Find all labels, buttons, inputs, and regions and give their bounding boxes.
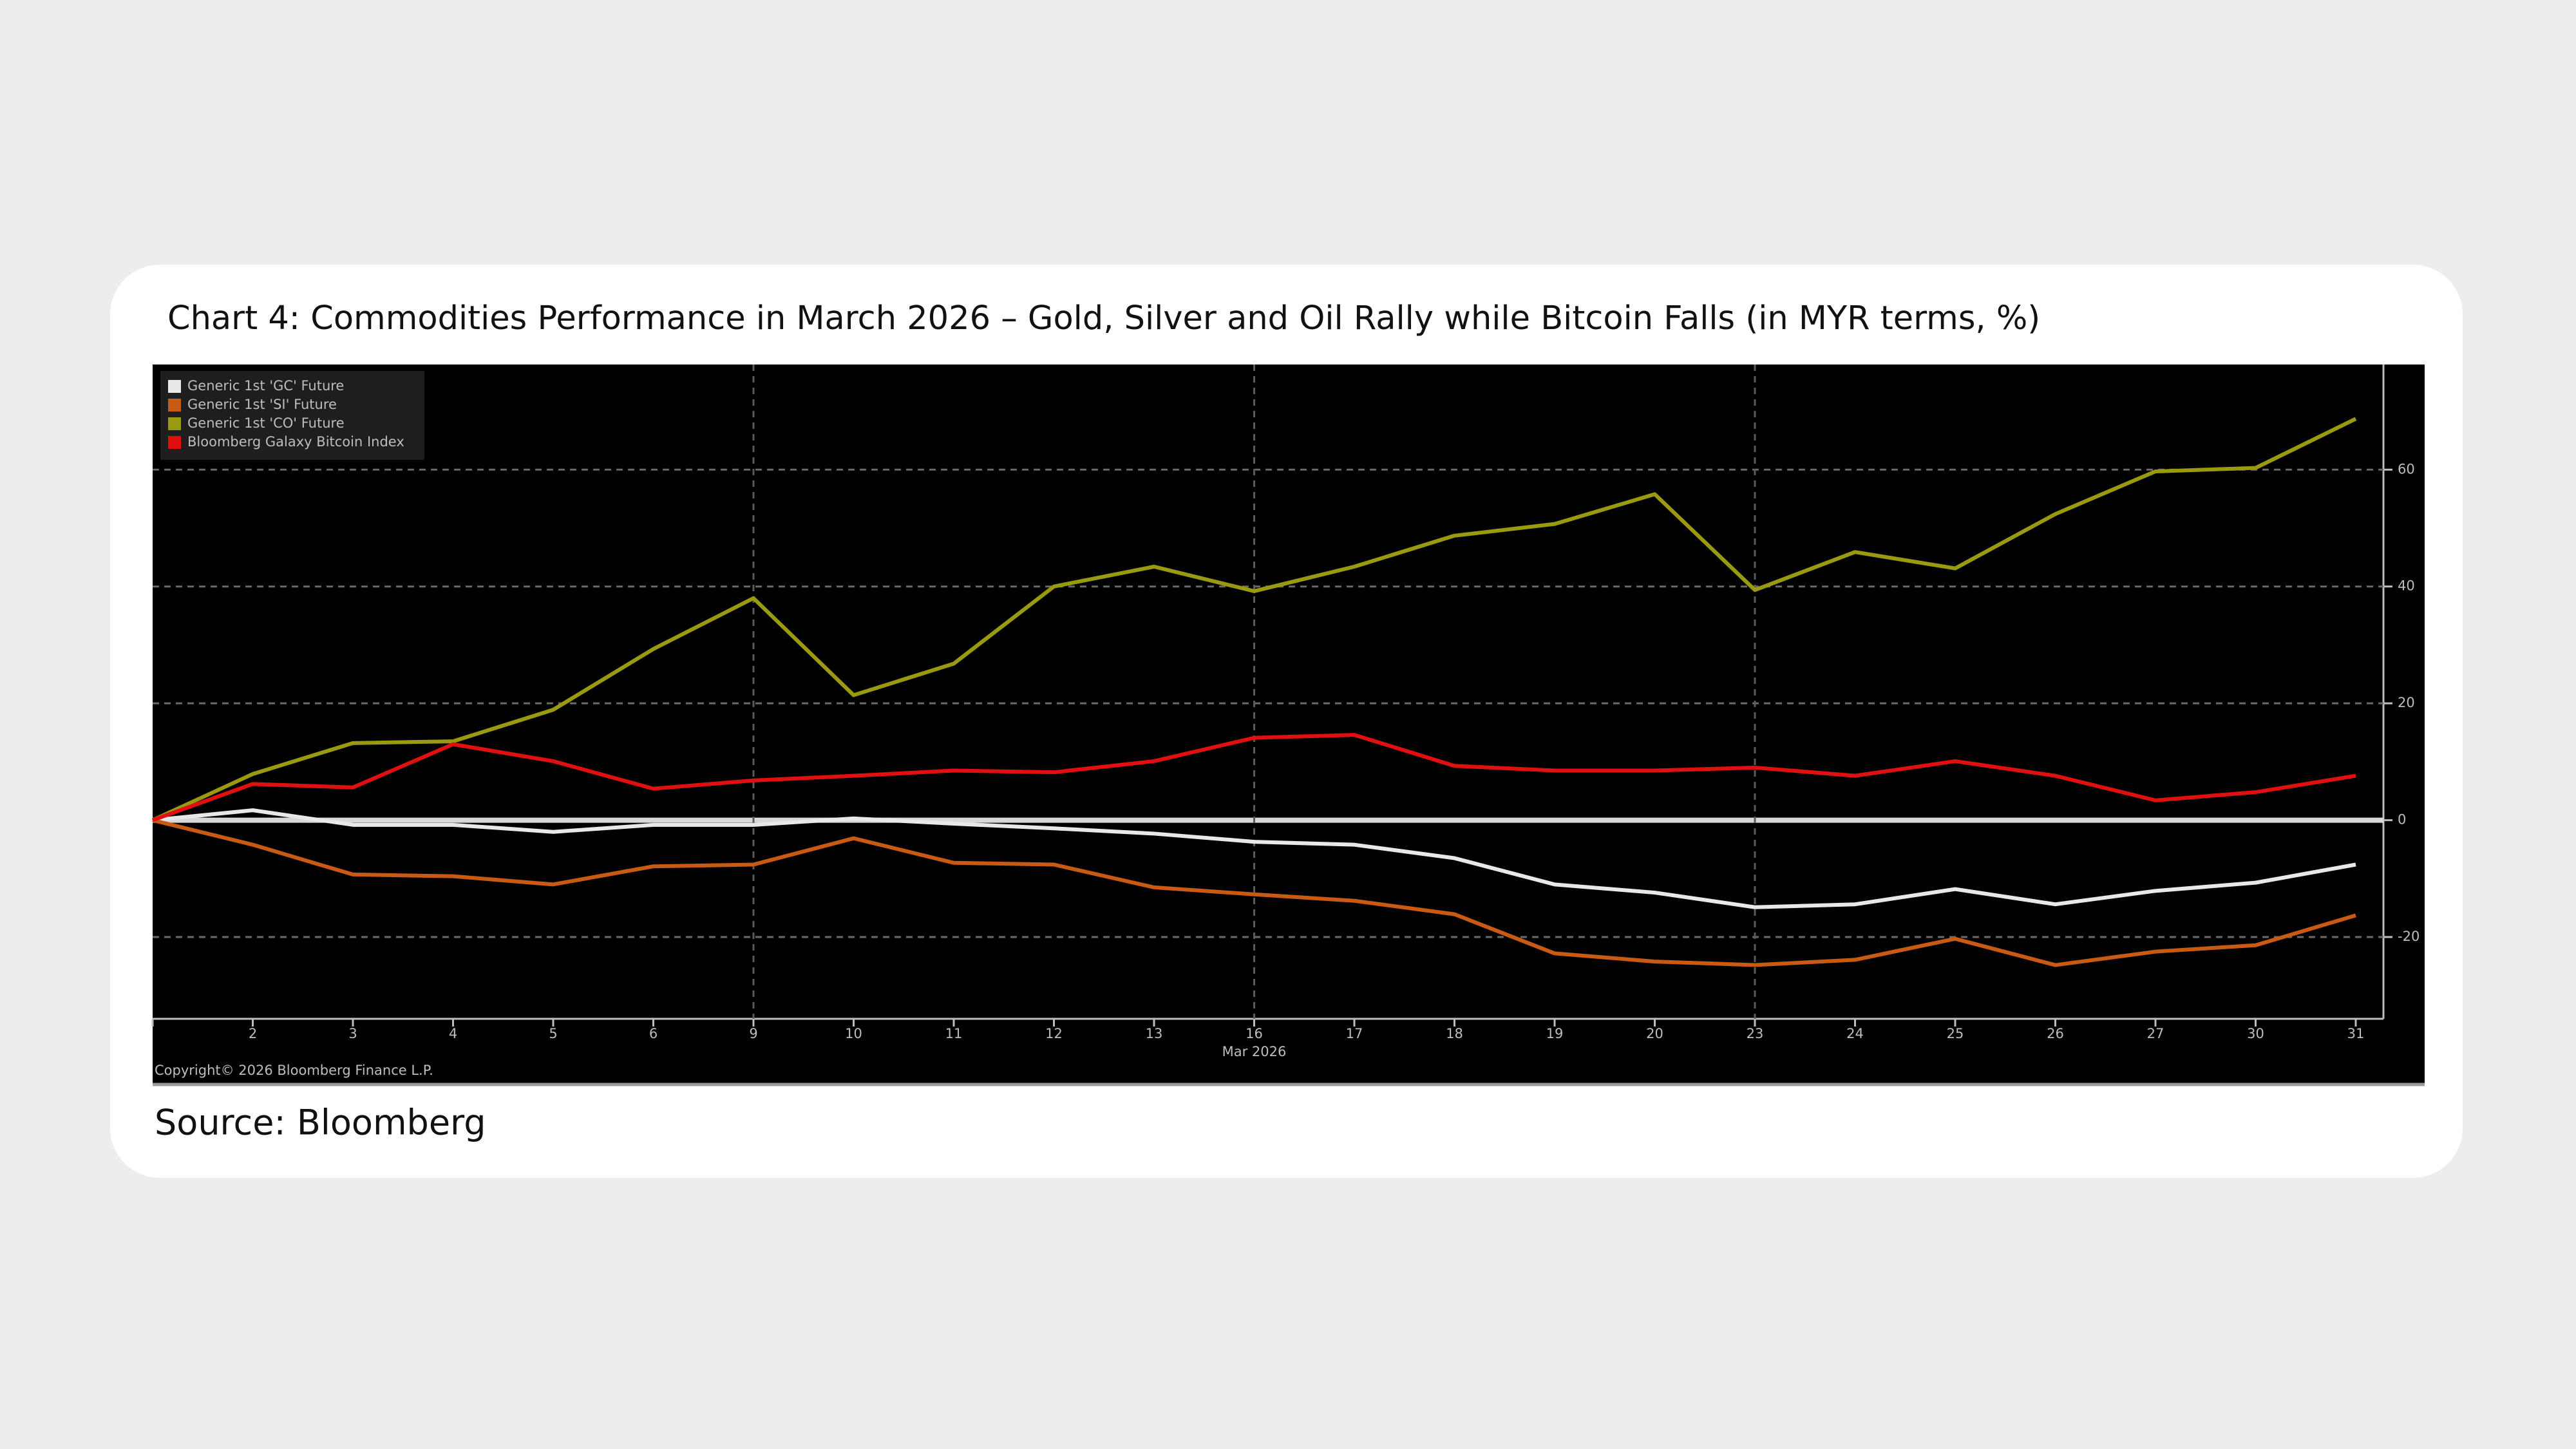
plot-background [153,365,2425,1084]
x-tick-label: 17 [1346,1026,1363,1041]
x-tick-label: 27 [2147,1026,2164,1041]
x-tick-label: 26 [2047,1026,2064,1041]
series-line [151,417,2357,822]
x-axis-label: Mar 2026 [1222,1044,1287,1059]
y-tick-label: 20 [2398,695,2415,710]
legend-swatch [168,436,181,449]
x-tick-label: 24 [1846,1026,1864,1041]
x-tick-label: 9 [749,1026,757,1041]
legend-label: Bloomberg Galaxy Bitcoin Index [187,434,404,450]
x-tick-label: 11 [945,1026,963,1041]
series-line [151,733,2356,822]
legend-label: Generic 1st 'CO' Future [187,415,345,431]
y-tick-label: 60 [2398,461,2415,477]
x-tick-label: 2 [249,1026,257,1041]
x-tick-label: 6 [649,1026,658,1041]
y-tick-label: 40 [2398,578,2415,594]
chart-title: Chart 4: Commodities Performance in Marc… [167,299,2040,337]
x-tick-label: 3 [348,1026,357,1041]
x-tick-label: 12 [1045,1026,1063,1041]
x-tick-label: 23 [1747,1026,1764,1041]
y-tick-label: 0 [2398,812,2406,828]
x-tick-label: 13 [1146,1026,1163,1041]
x-tick-label: 5 [549,1026,557,1041]
x-tick-label: 4 [449,1026,457,1041]
x-tick-label: 18 [1446,1026,1463,1041]
x-tick-label: 30 [2247,1026,2264,1041]
series-line [152,818,2356,967]
series-line [152,808,2356,909]
x-tick-label: 19 [1546,1026,1564,1041]
legend-label: Generic 1st 'SI' Future [187,397,337,412]
x-tick-label: 10 [845,1026,862,1041]
source: Source: Bloomberg [155,1103,486,1143]
legend-box [160,371,424,460]
legend-swatch [168,399,181,412]
legend-swatch [168,380,181,393]
y-tick-label: -20 [2398,929,2420,944]
legend-swatch [168,417,181,430]
legend-label: Generic 1st 'GC' Future [187,378,344,393]
x-tick-label: 16 [1245,1026,1263,1041]
x-tick-label: 31 [2347,1026,2365,1041]
x-tick-label: 25 [1947,1026,1964,1041]
copyright: Copyright© 2026 Bloomberg Finance L.P. [155,1063,433,1078]
x-tick-label: 20 [1646,1026,1663,1041]
